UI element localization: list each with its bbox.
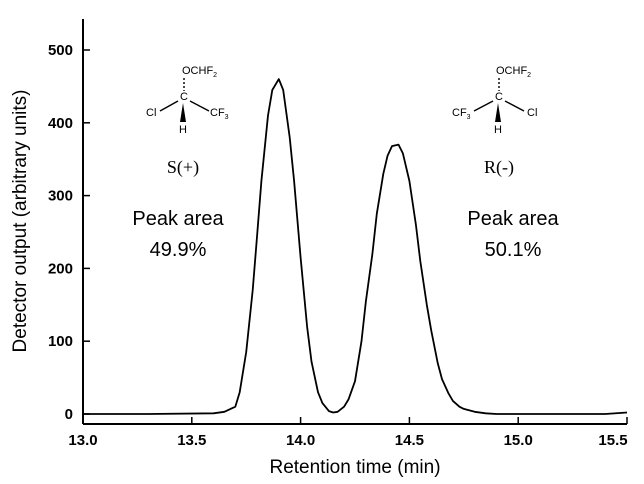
x-tick-label: 15.5 <box>598 432 627 449</box>
y-tick-label: 200 <box>48 260 73 277</box>
bond-right <box>504 100 525 112</box>
structure-bottom-atom: H <box>179 124 187 136</box>
x-tick-label: 13.0 <box>68 432 97 449</box>
plot-frame <box>82 19 627 425</box>
y-axis-label: Detector output (arbitrary units) <box>10 90 31 353</box>
structure-bottom-atom: H <box>494 124 502 136</box>
peak-area-annotation-s: Peak area 49.9% <box>132 208 224 261</box>
peak-area-value: 49.9% <box>150 239 207 261</box>
x-tick-label: 14.0 <box>286 432 315 449</box>
x-tick-label: 15.0 <box>504 432 533 449</box>
structure-s-enantiomer: OCHF2 C Cl CF3 H S(+) <box>146 65 229 178</box>
structure-left-group: CF3 <box>452 107 471 121</box>
structure-right-group: Cl <box>527 107 537 119</box>
peak-area-label: Peak area <box>132 208 224 230</box>
x-tick-label: 13.5 <box>177 432 206 449</box>
peak-area-label: Peak area <box>467 208 559 230</box>
structure-top-group: OCHF2 <box>496 65 531 79</box>
x-axis-label: Retention time (min) <box>269 457 440 478</box>
wedge-bond <box>495 103 501 122</box>
wedge-bond <box>180 103 186 122</box>
structure-right-group: CF3 <box>210 107 229 121</box>
bond-left <box>473 100 494 112</box>
structure-center-atom: C <box>180 91 188 103</box>
bond-left <box>159 100 179 112</box>
bond-right <box>189 100 210 112</box>
y-tick-label: 400 <box>48 115 73 132</box>
configuration-label: S(+) <box>167 157 199 178</box>
y-tick-label: 300 <box>48 188 73 205</box>
peak-area-value: 50.1% <box>485 239 542 261</box>
x-tick-label: 14.5 <box>395 432 424 449</box>
structure-top-group: OCHF2 <box>182 65 217 79</box>
chromatogram-trace <box>83 78 628 415</box>
peak-area-annotation-r: Peak area 50.1% <box>467 208 559 261</box>
structure-r-enantiomer: OCHF2 C CF3 Cl H R(-) <box>452 65 537 178</box>
y-tick-label: 100 <box>48 333 73 350</box>
x-axis-ticks: 13.0 13.5 14.0 14.5 15.0 15.5 <box>68 417 628 449</box>
y-tick-label: 0 <box>65 406 73 423</box>
structure-center-atom: C <box>495 91 503 103</box>
y-tick-label: 500 <box>48 42 73 59</box>
structure-left-group: Cl <box>146 107 156 119</box>
configuration-label: R(-) <box>484 157 514 178</box>
y-axis-ticks: 0 100 200 300 400 500 <box>48 42 90 423</box>
